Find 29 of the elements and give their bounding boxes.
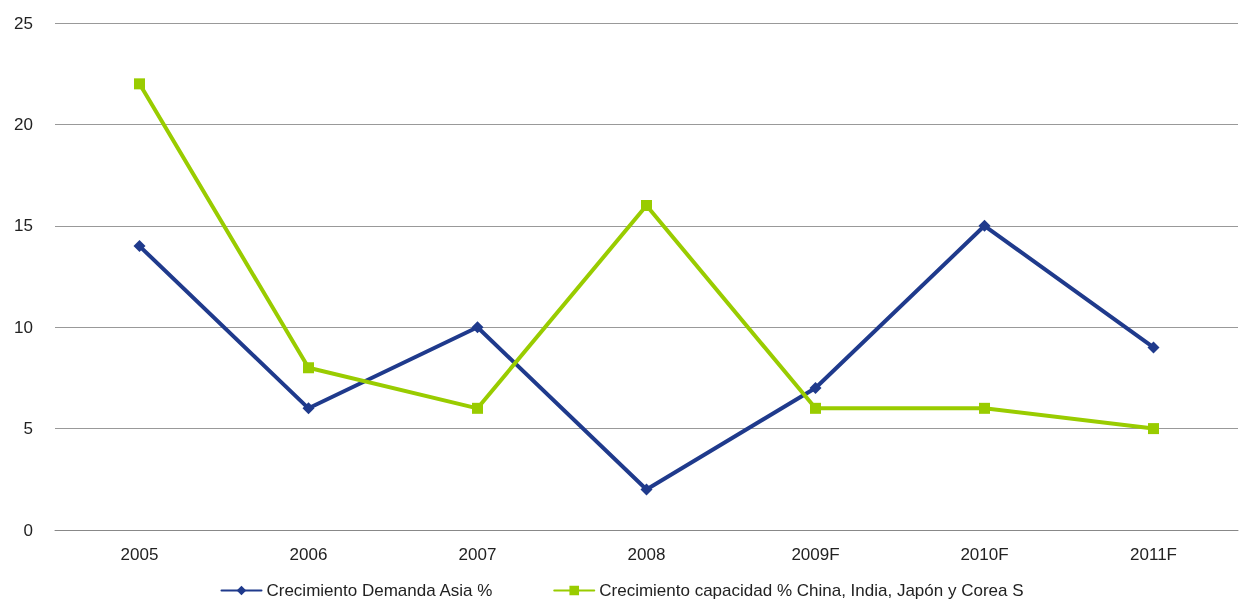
y-tick-label: 20 <box>14 114 33 134</box>
x-tick-label: 2008 <box>627 545 666 564</box>
point <box>978 219 991 232</box>
y-tick-label: 25 <box>14 13 33 33</box>
x-tick-label: 2006 <box>289 545 328 564</box>
point <box>809 382 822 395</box>
x-tick-label: 2007 <box>458 545 497 564</box>
point <box>134 78 145 90</box>
point <box>133 240 146 253</box>
point <box>472 402 483 414</box>
point <box>979 402 990 414</box>
y-tick-label: 5 <box>23 419 33 439</box>
legend-label: Crecimiento Demanda Asia % <box>266 581 493 600</box>
point <box>1148 423 1159 435</box>
point <box>302 402 315 415</box>
y-tick-label: 10 <box>14 317 33 337</box>
point <box>810 402 821 414</box>
point <box>471 321 484 334</box>
y-tick-label: 0 <box>23 520 33 540</box>
y-tick-label: 15 <box>14 216 33 236</box>
point <box>303 362 314 374</box>
legend-label: Crecimiento capacidad % China, India, Japón y Corea S <box>599 581 1024 600</box>
point <box>641 200 652 212</box>
x-tick-label: 2009F <box>791 545 840 564</box>
x-tick-label: 2010F <box>960 545 1009 564</box>
x-tick-label: 2011F <box>1130 545 1177 564</box>
point <box>1147 341 1160 354</box>
point <box>640 483 653 496</box>
x-tick-label: 2005 <box>120 545 159 564</box>
